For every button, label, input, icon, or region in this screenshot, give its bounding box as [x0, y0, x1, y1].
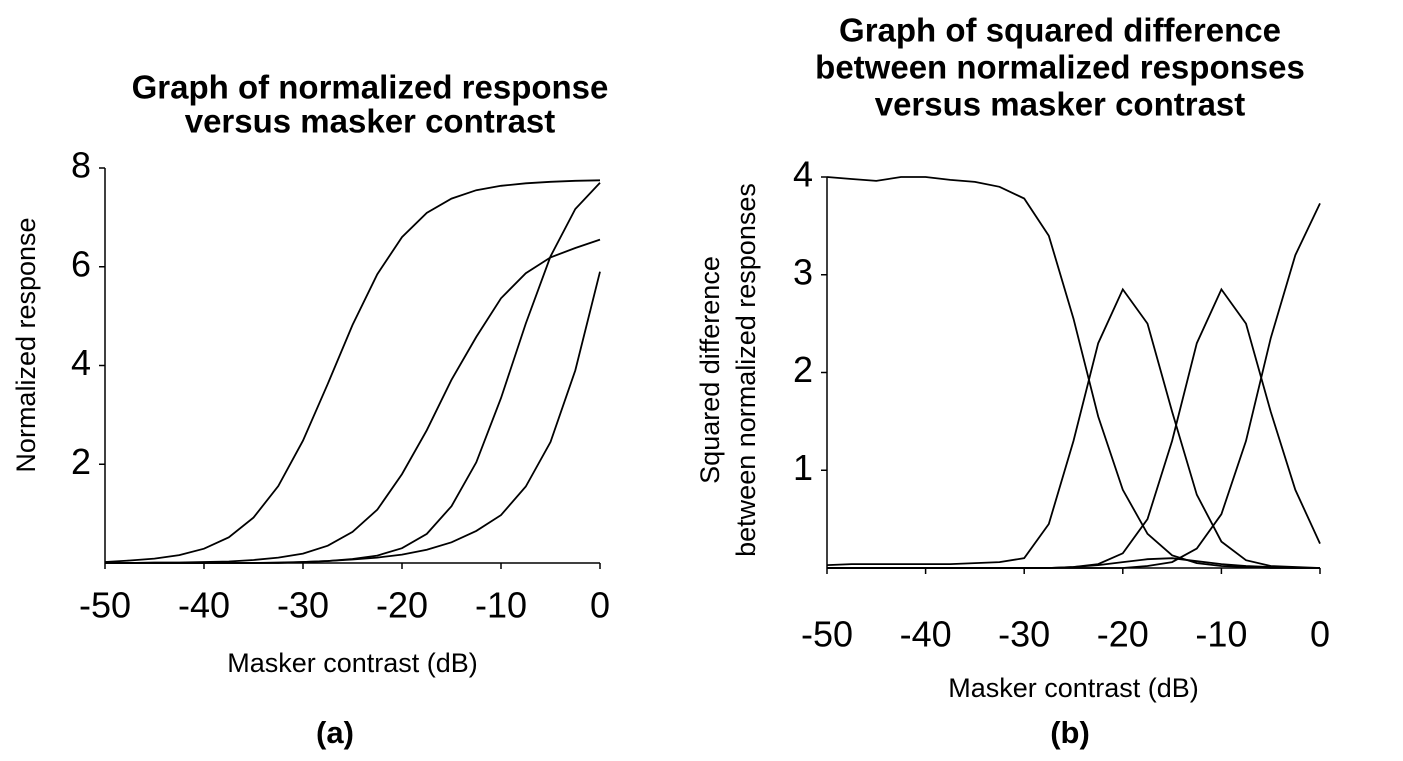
x-tick-label: -50	[79, 585, 131, 626]
y-tick-label: 6	[71, 243, 91, 284]
x-axis-label: Masker contrast (dB)	[227, 648, 478, 678]
x-tick-label: -20	[1097, 614, 1149, 655]
y-tick-label: 1	[793, 447, 813, 488]
series-line	[104, 179, 601, 563]
y-axis-label: Normalized response	[11, 217, 41, 472]
chart-title: Graph of squared difference	[839, 12, 1281, 49]
x-tick-label: 0	[1310, 614, 1330, 655]
series-line	[826, 176, 1320, 569]
x-tick-label: -10	[1195, 614, 1247, 655]
x-tick-label: -20	[376, 585, 428, 626]
series-line	[105, 238, 601, 564]
chart-title: versus masker contrast	[875, 86, 1246, 123]
series-line	[826, 287, 1321, 569]
x-tick-label: -50	[801, 614, 853, 655]
y-tick-label: 4	[793, 154, 813, 195]
y-axis-label: between normalized responses	[731, 183, 761, 557]
y-tick-label: 8	[71, 145, 91, 186]
series-line	[105, 271, 601, 564]
x-tick-label: -10	[475, 585, 527, 626]
chart-title: versus masker contrast	[185, 103, 556, 140]
y-axis-label: Squared difference	[695, 256, 725, 484]
x-tick-label: -40	[178, 585, 230, 626]
chart-title: between normalized responses	[815, 49, 1305, 86]
series-line	[827, 557, 1320, 569]
y-tick-label: 4	[71, 342, 91, 383]
caption: (a)	[316, 715, 354, 750]
x-tick-label: -30	[998, 614, 1050, 655]
y-tick-label: 2	[793, 349, 813, 390]
chart-title: Graph of normalized response	[132, 69, 609, 106]
series-line	[105, 182, 601, 564]
x-tick-label: 0	[590, 585, 610, 626]
x-axis-label: Masker contrast (dB)	[948, 673, 1199, 703]
caption: (b)	[1050, 715, 1090, 750]
series-line	[827, 203, 1321, 569]
x-tick-label: -30	[277, 585, 329, 626]
x-tick-label: -40	[900, 614, 952, 655]
y-tick-label: 3	[793, 251, 813, 292]
series-line	[827, 287, 1321, 569]
y-tick-label: 2	[71, 441, 91, 482]
